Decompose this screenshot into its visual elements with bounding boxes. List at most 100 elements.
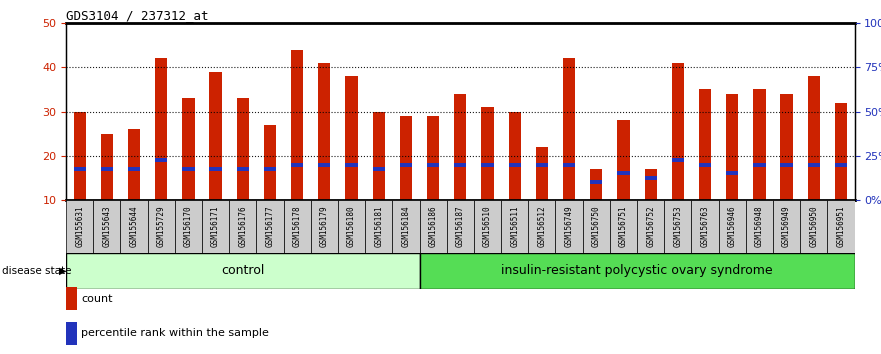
Text: GSM156750: GSM156750 [592, 206, 601, 247]
Bar [781, 162, 793, 167]
FancyBboxPatch shape [338, 200, 365, 253]
Bar [835, 103, 848, 200]
Bar [590, 169, 603, 200]
FancyBboxPatch shape [637, 200, 664, 253]
FancyBboxPatch shape [256, 200, 284, 253]
Bar [155, 158, 167, 162]
FancyBboxPatch shape [447, 200, 474, 253]
Bar [590, 180, 603, 184]
Bar [73, 167, 85, 171]
Bar [237, 167, 249, 171]
Bar [481, 162, 493, 167]
Text: GSM156946: GSM156946 [728, 206, 737, 247]
Text: GSM156177: GSM156177 [265, 206, 275, 247]
Text: GSM156181: GSM156181 [374, 206, 383, 247]
Bar [618, 171, 630, 176]
Bar [726, 171, 738, 176]
Text: GSM156753: GSM156753 [673, 206, 683, 247]
Text: GSM156950: GSM156950 [810, 206, 818, 247]
Bar [345, 162, 358, 167]
Bar [73, 112, 85, 200]
Bar [291, 50, 303, 200]
FancyBboxPatch shape [692, 200, 719, 253]
Text: GSM156948: GSM156948 [755, 206, 764, 247]
Bar [400, 162, 412, 167]
Text: GSM156170: GSM156170 [184, 206, 193, 247]
FancyBboxPatch shape [827, 200, 855, 253]
Bar [835, 162, 848, 167]
FancyBboxPatch shape [556, 200, 582, 253]
Text: GSM156187: GSM156187 [455, 206, 465, 247]
Bar [699, 162, 711, 167]
Bar [427, 116, 440, 200]
FancyBboxPatch shape [610, 200, 637, 253]
Text: GSM156751: GSM156751 [619, 206, 628, 247]
Text: ▶: ▶ [59, 266, 67, 276]
FancyBboxPatch shape [174, 200, 202, 253]
Bar [455, 162, 466, 167]
Text: GSM156752: GSM156752 [646, 206, 655, 247]
FancyBboxPatch shape [229, 200, 256, 253]
FancyBboxPatch shape [773, 200, 800, 253]
Text: GSM156951: GSM156951 [836, 206, 846, 247]
Text: GSM156178: GSM156178 [292, 206, 301, 247]
Text: GSM156180: GSM156180 [347, 206, 356, 247]
Bar [508, 162, 521, 167]
Bar [726, 94, 738, 200]
Bar [373, 167, 385, 171]
FancyBboxPatch shape [93, 200, 121, 253]
FancyBboxPatch shape [365, 200, 392, 253]
Bar [536, 147, 548, 200]
FancyBboxPatch shape [664, 200, 692, 253]
Bar [345, 76, 358, 200]
Bar [481, 107, 493, 200]
Bar [128, 167, 140, 171]
Bar [264, 125, 276, 200]
Bar [427, 162, 440, 167]
FancyBboxPatch shape [121, 200, 148, 253]
Text: GSM156749: GSM156749 [565, 206, 574, 247]
Bar [645, 176, 656, 180]
FancyBboxPatch shape [311, 200, 338, 253]
Bar [100, 133, 113, 200]
Bar [618, 120, 630, 200]
Text: GSM156186: GSM156186 [429, 206, 438, 247]
FancyBboxPatch shape [800, 200, 827, 253]
Bar [128, 129, 140, 200]
Bar [563, 162, 575, 167]
FancyBboxPatch shape [66, 200, 93, 253]
Text: GSM155644: GSM155644 [130, 206, 138, 247]
Bar [753, 162, 766, 167]
Bar [210, 167, 222, 171]
FancyBboxPatch shape [501, 200, 529, 253]
FancyBboxPatch shape [284, 200, 311, 253]
Text: GSM156171: GSM156171 [211, 206, 220, 247]
FancyBboxPatch shape [474, 200, 501, 253]
FancyBboxPatch shape [148, 200, 174, 253]
Bar [536, 162, 548, 167]
Text: GSM156763: GSM156763 [700, 206, 709, 247]
Text: percentile rank within the sample: percentile rank within the sample [81, 329, 269, 338]
Bar [400, 116, 412, 200]
Bar [808, 162, 820, 167]
Text: count: count [81, 294, 113, 304]
Bar [264, 167, 276, 171]
Bar [563, 58, 575, 200]
Bar [182, 167, 195, 171]
Text: GSM156949: GSM156949 [782, 206, 791, 247]
Text: control: control [221, 264, 264, 277]
FancyBboxPatch shape [419, 253, 855, 289]
Text: GSM156511: GSM156511 [510, 206, 519, 247]
FancyBboxPatch shape [746, 200, 773, 253]
Bar [508, 112, 521, 200]
Bar [155, 58, 167, 200]
Text: GSM156176: GSM156176 [238, 206, 248, 247]
Bar [373, 112, 385, 200]
Text: GSM156510: GSM156510 [483, 206, 492, 247]
Bar [291, 162, 303, 167]
FancyBboxPatch shape [392, 200, 419, 253]
Text: GSM155631: GSM155631 [75, 206, 85, 247]
FancyBboxPatch shape [419, 200, 447, 253]
Bar [210, 72, 222, 200]
Bar [753, 89, 766, 200]
